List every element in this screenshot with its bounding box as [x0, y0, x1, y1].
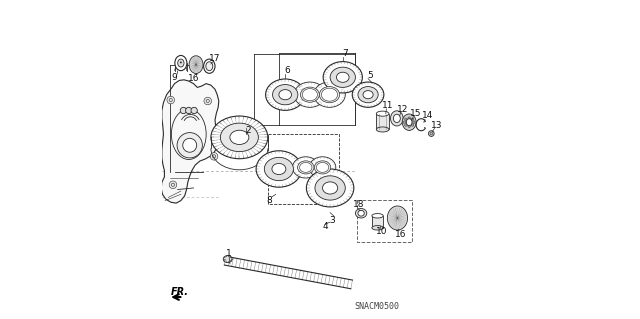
Circle shape	[403, 121, 406, 123]
Ellipse shape	[309, 157, 336, 178]
Circle shape	[183, 138, 196, 152]
Ellipse shape	[402, 114, 416, 130]
Circle shape	[408, 117, 410, 119]
Ellipse shape	[302, 89, 317, 101]
Ellipse shape	[372, 226, 383, 230]
Text: 4: 4	[323, 222, 328, 231]
Ellipse shape	[256, 151, 301, 187]
Text: 9: 9	[172, 73, 177, 82]
Text: 6: 6	[285, 66, 291, 75]
Ellipse shape	[321, 88, 337, 101]
Text: 16: 16	[396, 230, 406, 239]
Ellipse shape	[337, 72, 349, 82]
Ellipse shape	[300, 162, 312, 172]
Ellipse shape	[178, 59, 184, 67]
Ellipse shape	[352, 82, 384, 107]
Polygon shape	[161, 80, 219, 203]
Ellipse shape	[319, 86, 340, 103]
Circle shape	[204, 97, 212, 105]
Text: 16: 16	[188, 74, 199, 83]
Ellipse shape	[376, 111, 389, 116]
Text: 2: 2	[245, 126, 251, 135]
Text: 15: 15	[410, 108, 422, 117]
Ellipse shape	[294, 82, 326, 107]
Ellipse shape	[211, 116, 268, 159]
Ellipse shape	[363, 91, 373, 99]
Ellipse shape	[273, 85, 298, 105]
Ellipse shape	[323, 182, 338, 194]
Polygon shape	[372, 216, 383, 228]
Circle shape	[404, 124, 407, 126]
Text: 1: 1	[227, 249, 232, 258]
Ellipse shape	[394, 114, 401, 122]
Ellipse shape	[204, 59, 215, 73]
Circle shape	[169, 181, 177, 189]
Ellipse shape	[406, 119, 412, 126]
Ellipse shape	[330, 67, 355, 87]
Circle shape	[180, 62, 182, 63]
Circle shape	[180, 107, 186, 114]
Circle shape	[404, 118, 407, 121]
Ellipse shape	[230, 130, 249, 145]
Ellipse shape	[358, 211, 364, 216]
Circle shape	[412, 124, 414, 126]
Circle shape	[408, 125, 410, 128]
Ellipse shape	[279, 90, 292, 100]
Circle shape	[211, 152, 218, 160]
Polygon shape	[376, 114, 389, 130]
Ellipse shape	[272, 163, 286, 174]
Ellipse shape	[175, 56, 187, 70]
Circle shape	[177, 133, 202, 158]
Ellipse shape	[376, 127, 389, 132]
Ellipse shape	[387, 206, 408, 230]
Text: 7: 7	[342, 49, 348, 58]
Text: 3: 3	[330, 216, 335, 225]
Circle shape	[186, 107, 192, 114]
Text: 11: 11	[382, 101, 394, 110]
Text: 5: 5	[368, 70, 374, 79]
Text: 12: 12	[397, 105, 408, 114]
Ellipse shape	[266, 79, 305, 110]
Ellipse shape	[372, 214, 383, 218]
Ellipse shape	[314, 161, 331, 174]
Ellipse shape	[390, 111, 403, 126]
Circle shape	[167, 96, 175, 104]
Circle shape	[412, 118, 414, 121]
Ellipse shape	[355, 209, 367, 218]
Text: 13: 13	[431, 121, 443, 130]
Ellipse shape	[298, 161, 314, 174]
Text: 17: 17	[209, 54, 220, 63]
Ellipse shape	[314, 82, 346, 107]
Ellipse shape	[323, 62, 362, 93]
Text: FR.: FR.	[172, 287, 189, 297]
Circle shape	[413, 121, 415, 123]
Ellipse shape	[307, 169, 354, 207]
Ellipse shape	[292, 157, 319, 178]
Text: 8: 8	[266, 196, 271, 205]
Ellipse shape	[189, 56, 203, 73]
Ellipse shape	[300, 87, 319, 102]
Ellipse shape	[315, 176, 346, 200]
Ellipse shape	[220, 123, 259, 152]
Circle shape	[428, 131, 434, 137]
Text: 10: 10	[376, 227, 387, 236]
Ellipse shape	[206, 62, 213, 70]
Text: SNACM0500: SNACM0500	[355, 302, 399, 311]
Ellipse shape	[358, 86, 378, 103]
Ellipse shape	[264, 157, 293, 181]
Circle shape	[191, 107, 197, 114]
Text: 14: 14	[422, 111, 433, 120]
Ellipse shape	[316, 162, 329, 172]
Ellipse shape	[223, 256, 232, 263]
Text: 18: 18	[353, 200, 364, 209]
